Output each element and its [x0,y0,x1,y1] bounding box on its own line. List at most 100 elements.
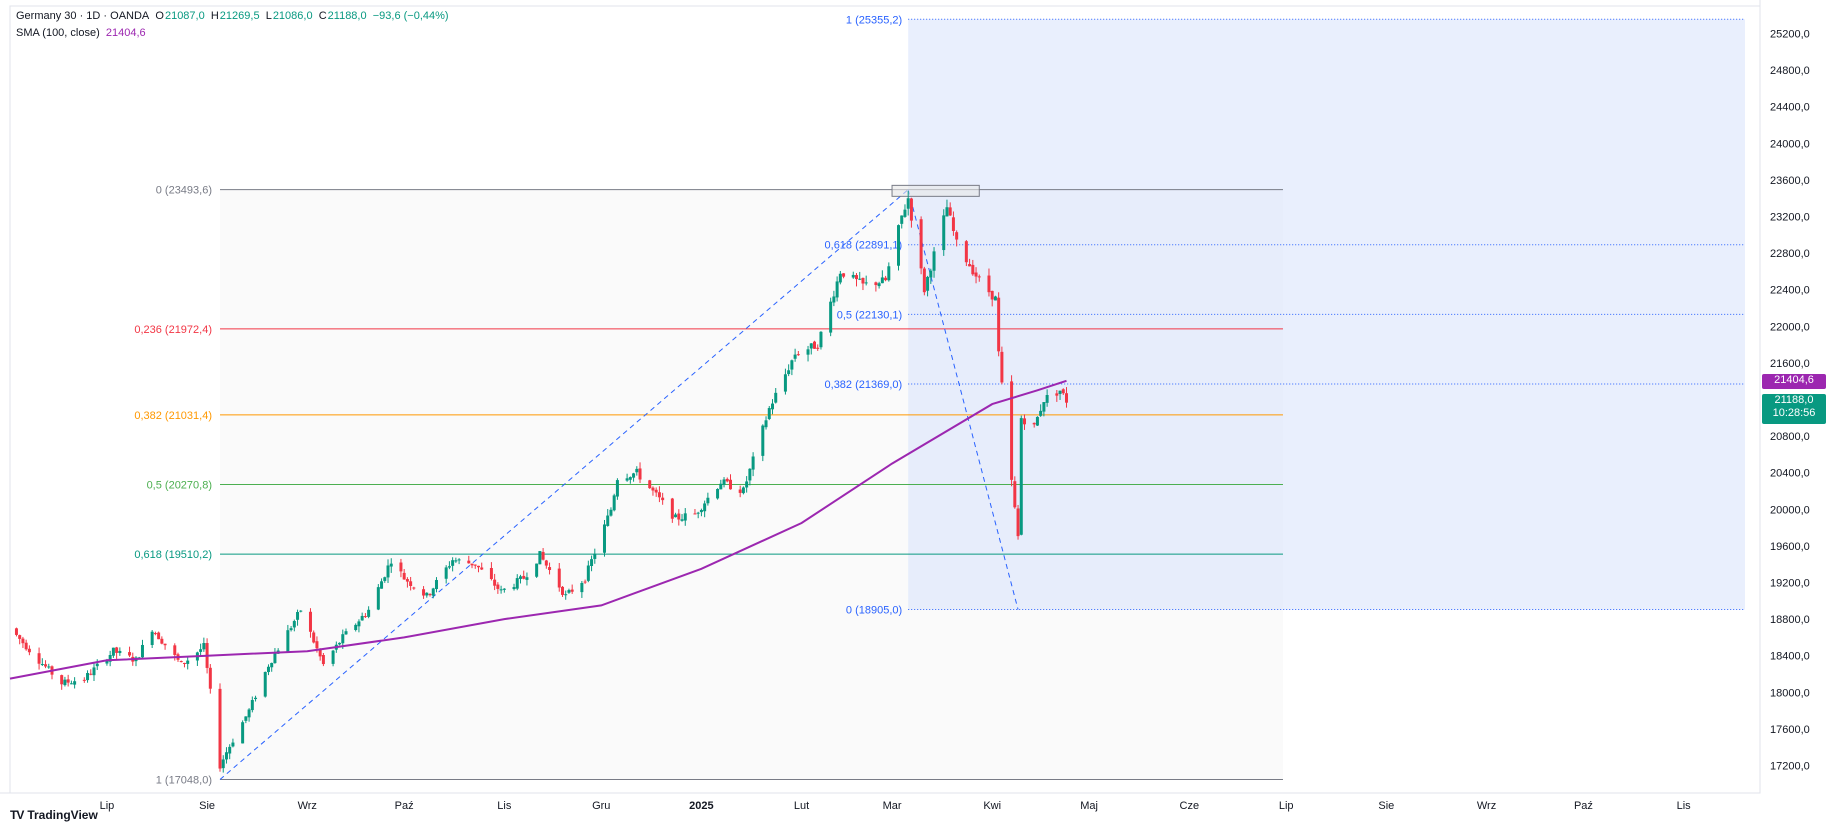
candle-body [296,611,300,620]
candle-body [292,621,296,628]
candle-body [1045,395,1049,403]
candle-body [496,584,500,589]
candle-body [37,653,41,664]
candle-body [60,675,64,685]
candle-body [654,489,658,493]
candle-body [858,278,862,280]
candle-body [467,560,471,564]
candle-body [250,700,254,711]
candle-body [247,709,251,718]
candle-body [289,628,293,631]
candle-body [783,374,787,392]
candle-body [218,688,222,769]
candle-body [489,568,493,580]
candle-body [428,594,432,596]
symbol-header: Germany 30 · 1D · OANDA O21087,0 H21269,… [16,10,449,22]
time-axis-tick-label: Lis [497,800,512,812]
fib-retracement-label: 0,618 (19510,2) [134,549,212,561]
price-axis-tick-label: 24400,0 [1770,102,1810,114]
candle-body [535,563,539,577]
candle-body [635,468,639,473]
candle-body [997,297,1001,352]
candle-body [69,683,73,685]
candle-body [338,642,342,645]
candle-body [231,742,235,747]
candle-body [716,489,720,499]
candle-body [344,631,348,635]
candle-body [948,207,952,216]
price-axis-tick-label: 22000,0 [1770,321,1810,333]
price-axis-tick-label: 24800,0 [1770,65,1810,77]
candle-body [719,483,723,490]
time-axis-tick-label: Kwi [983,800,1001,812]
close-value: 21188,0 [327,10,367,22]
candle-body [538,551,542,565]
fib-retracement-label: 0,236 (21972,4) [134,324,212,336]
candle-body [63,679,67,686]
time-axis-tick-label: Lip [100,800,115,812]
candle-body [829,301,833,333]
candle-body [761,425,765,456]
candle-body [241,722,245,744]
candle-body [696,512,700,514]
candle-body [224,752,228,760]
tradingview-logo[interactable]: TV TradingView [10,808,98,822]
candle-body [787,370,791,375]
candle-body [977,276,981,278]
candle-body [409,581,413,586]
candle-body [308,611,312,632]
fib-retracement-label: 0,5 (20270,8) [147,480,212,492]
candle-body [454,560,458,562]
candle-body [499,589,503,591]
close-label: C [318,10,327,22]
candle-body [173,645,177,655]
candle-body [244,716,248,721]
high-value: 21269,5 [219,10,260,22]
candle-body [140,644,144,658]
last-price-label: 21188,0 [1774,393,1814,406]
candle-body [793,354,797,359]
candle-body [851,274,855,278]
candle-body [86,673,90,681]
candle-body [228,746,232,754]
candle-body [796,354,800,356]
candle-body [929,270,933,278]
fib-extension-label: 0,618 (22891,1) [825,240,903,252]
candle-body [819,331,823,348]
candle-body [560,586,564,595]
price-axis-tick-label: 20800,0 [1770,431,1810,443]
candle-body [738,489,742,493]
candle-body [208,667,212,689]
candle-body [331,650,335,664]
candle-body [299,610,303,612]
candle-body [816,347,820,349]
candle-body [380,581,384,589]
candle-body [341,634,345,644]
sma-legend[interactable]: SMA (100, close) 21404,6 [16,27,146,39]
candle-body [422,589,426,596]
candle-body [809,343,813,349]
symbol-title: Germany 30 · 1D · OANDA [16,10,150,22]
candle-body [586,565,590,581]
price-axis-tick-label: 23600,0 [1770,175,1810,187]
candle-body [609,509,613,516]
candle-body [751,456,755,470]
candle-body [95,663,99,667]
candle-body [476,565,480,568]
sma-line [9,379,1067,680]
bar-countdown: 10:28:56 [1772,406,1816,419]
time-axis-tick-label: Cze [1180,800,1200,812]
candle-body [1035,416,1039,426]
candle-body [18,635,22,639]
candle-body [386,565,390,578]
candle-body [842,273,846,277]
candle-body [434,580,438,590]
candle-body [625,478,629,481]
candle-body [376,587,380,610]
candle-body [971,264,975,275]
price-axis-tick-label: 25200,0 [1770,28,1810,40]
candle-body [887,266,891,281]
time-axis-tick-label: Lut [794,800,809,812]
candle-body [108,655,112,662]
